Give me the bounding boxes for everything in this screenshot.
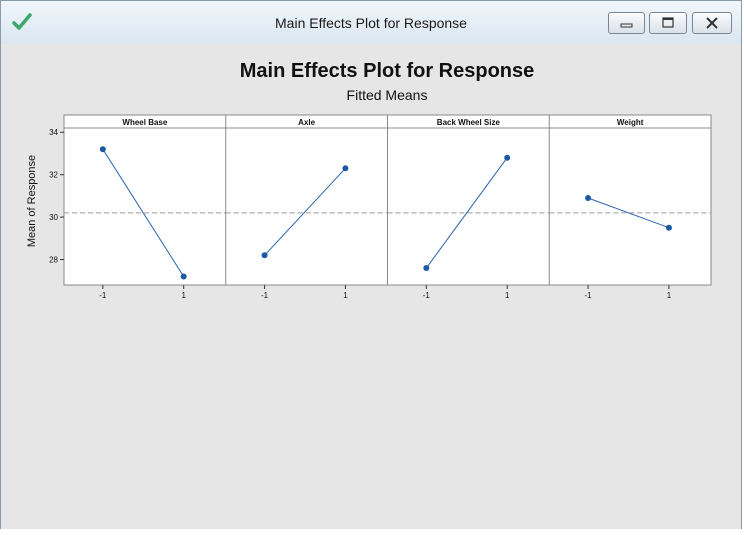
data-point [504, 154, 511, 161]
data-point [665, 224, 672, 231]
data-point [180, 273, 187, 280]
bottom-edge [0, 529, 744, 535]
series-line [264, 167, 346, 256]
x-tick-label: -1 [99, 291, 107, 300]
maximize-icon [662, 17, 674, 28]
maximize-button[interactable] [649, 12, 687, 34]
panel-header-label: Axle [298, 118, 315, 127]
series-line [587, 197, 670, 229]
y-tick-label: 34 [49, 128, 58, 137]
x-tick-label: 1 [181, 291, 186, 300]
panel-header-label: Wheel Base [122, 118, 167, 127]
minimize-icon [620, 23, 633, 28]
x-tick-label: -1 [423, 291, 431, 300]
checkmark-icon [12, 13, 32, 30]
panel-header-label: Back Wheel Size [437, 118, 501, 127]
x-tick-label: -1 [261, 291, 269, 300]
data-point [261, 252, 268, 259]
chart-title: Main Effects Plot for Response [240, 60, 535, 82]
minimize-button[interactable] [608, 12, 645, 34]
y-tick-label: 28 [49, 256, 58, 265]
close-button[interactable] [692, 12, 732, 34]
data-point [342, 165, 349, 172]
x-tick-label: 1 [667, 291, 672, 300]
y-axis-label: Mean of Response [26, 155, 38, 247]
series-line [425, 157, 508, 269]
data-point [423, 265, 430, 272]
close-icon [706, 17, 718, 29]
y-tick-label: 30 [49, 213, 58, 222]
x-tick-label: 1 [505, 291, 510, 300]
title-bar[interactable]: Main Effects Plot for Response [1, 1, 741, 44]
x-tick-label: 1 [343, 291, 348, 300]
data-point [585, 195, 592, 202]
data-point [99, 146, 106, 153]
chart-subtitle: Fitted Means [347, 87, 428, 103]
panel-header-label: Weight [617, 118, 644, 127]
window-title: Main Effects Plot for Response [275, 15, 467, 31]
series-line [102, 148, 185, 277]
x-tick-label: -1 [585, 291, 593, 300]
y-tick-label: 32 [49, 171, 58, 180]
plot-panels: Wheel Base -1 1 Axle -1 1 Back Wheel Size -1 1 We… [49, 114, 712, 300]
